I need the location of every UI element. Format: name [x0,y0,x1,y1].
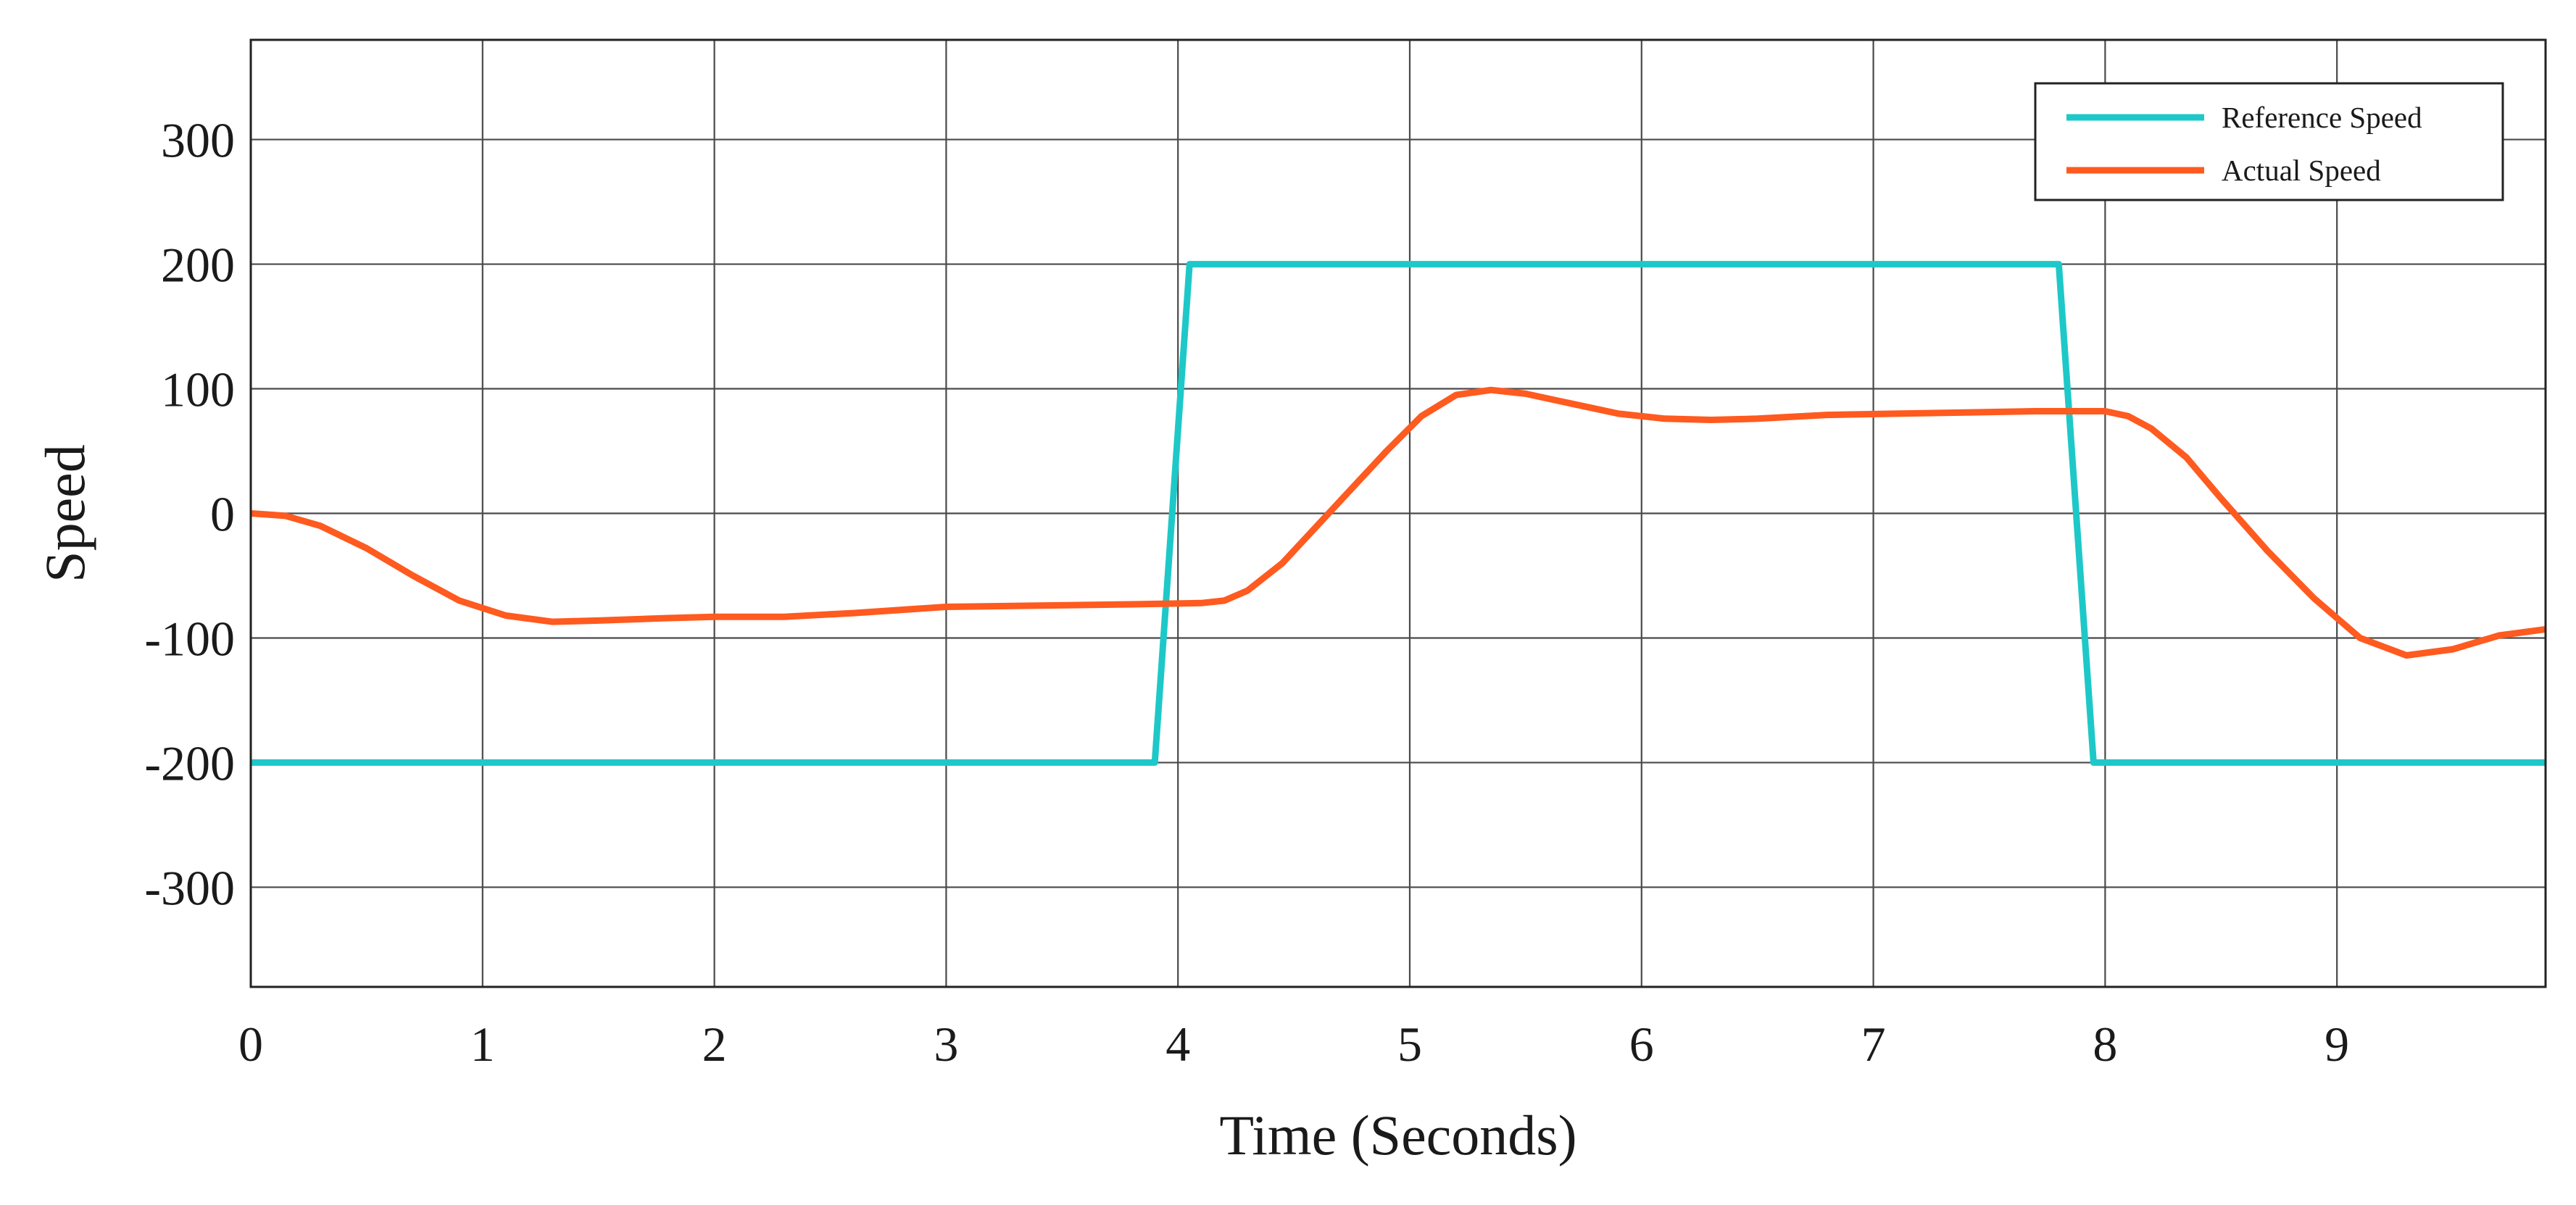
y-axis-title: Speed [33,444,96,583]
x-axis-title: Time (Seconds) [1219,1104,1576,1167]
x-tick-label: 3 [934,1017,958,1072]
y-axis-ticks: 300 200 100 0 -100 -200 -300 [144,113,235,916]
legend-label-reference-speed: Reference Speed [2222,101,2422,134]
x-axis-ticks: 0 1 2 3 4 5 6 7 8 9 [238,1017,2349,1072]
x-tick-label: 9 [2324,1017,2349,1072]
x-tick-label: 1 [470,1017,495,1072]
series-line-reference-speed [251,261,2546,766]
y-tick-label: -300 [144,860,235,915]
series-line-actual-speed [250,386,2546,659]
y-tick-label: -200 [144,735,235,791]
x-tick-label: 5 [1397,1017,1422,1072]
legend: Reference Speed Actual Speed [2034,82,2504,201]
y-tick-label: 100 [161,362,235,417]
y-tick-label: 200 [161,238,235,293]
y-tick-label: 0 [210,487,235,542]
x-tick-label: 7 [1861,1017,1886,1072]
x-tick-label: 0 [238,1017,263,1072]
x-tick-label: 2 [702,1017,727,1072]
x-tick-label: 6 [1629,1017,1654,1072]
legend-box [2034,82,2504,201]
y-tick-label: 300 [161,113,235,168]
x-tick-label: 8 [2093,1017,2117,1072]
legend-label-actual-speed: Actual Speed [2222,154,2381,187]
series-group [250,261,2546,766]
x-tick-label: 4 [1166,1017,1190,1072]
plot-area-border [249,38,2547,988]
y-tick-label: -100 [144,611,235,666]
